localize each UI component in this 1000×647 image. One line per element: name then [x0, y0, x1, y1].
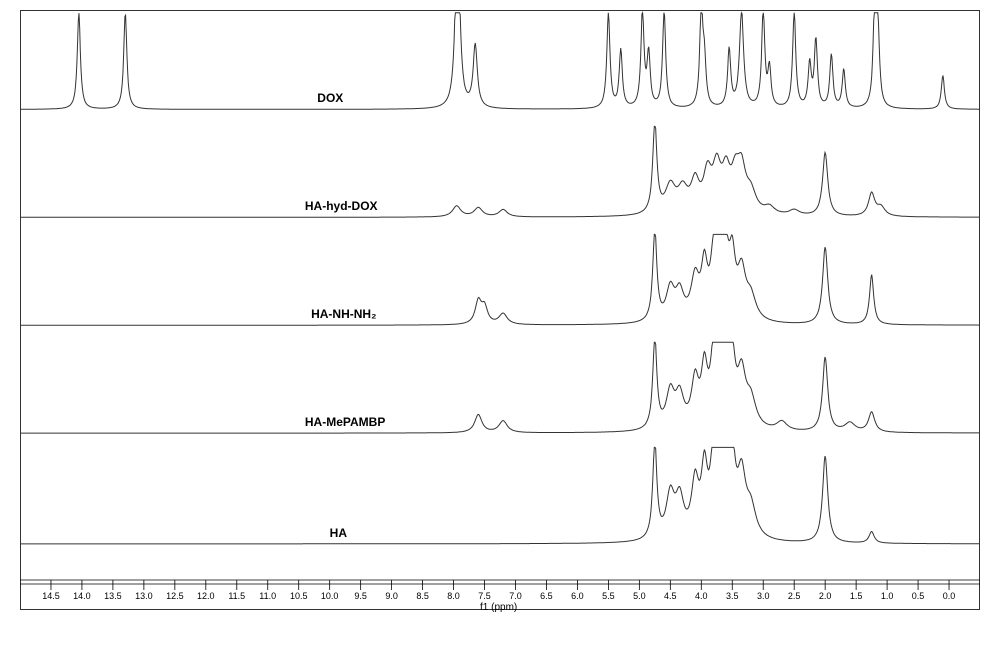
spectrum-trace-1: [20, 126, 980, 217]
x-axis-label: f1 (ppm): [480, 602, 517, 613]
x-tick-10: 9.5: [354, 591, 367, 601]
x-tick-25: 2.0: [819, 591, 832, 601]
spectrum-trace-0: [20, 13, 980, 110]
x-tick-21: 4.0: [695, 591, 708, 601]
x-tick-1: 14.0: [73, 591, 91, 601]
x-tick-9: 10.0: [321, 591, 339, 601]
spectrum-trace-3: [20, 342, 980, 433]
x-tick-15: 7.0: [509, 591, 522, 601]
x-tick-20: 4.5: [664, 591, 677, 601]
nmr-plot-area: DOX HA-hyd-DOX HA-NH-NH₂ HA-MePAMBP HA 14.5 14…: [20, 10, 980, 610]
x-tick-27: 1.0: [881, 591, 894, 601]
x-tick-3: 13.0: [135, 591, 153, 601]
spectrum-trace-4: [20, 447, 980, 544]
x-tick-5: 12.0: [197, 591, 215, 601]
spectrum-label-0: DOX: [317, 91, 343, 105]
spectrum-label-4: HA: [330, 526, 347, 540]
x-tick-7: 11.0: [259, 591, 276, 601]
spectrum-label-1: HA-hyd-DOX: [305, 199, 378, 213]
x-tick-12: 8.5: [416, 591, 429, 601]
spectrum-label-3: HA-MePAMBP: [305, 415, 385, 429]
x-tick-29: 0.0: [943, 591, 956, 601]
x-tick-18: 5.5: [602, 591, 615, 601]
x-tick-6: 11.5: [228, 591, 245, 601]
x-tick-14: 7.5: [478, 591, 491, 601]
x-tick-26: 1.5: [850, 591, 863, 601]
x-tick-4: 12.5: [166, 591, 184, 601]
x-tick-19: 5.0: [633, 591, 646, 601]
x-tick-23: 3.0: [757, 591, 770, 601]
x-tick-28: 0.5: [912, 591, 925, 601]
spectrum-label-2: HA-NH-NH₂: [311, 307, 376, 321]
x-tick-22: 3.5: [726, 591, 739, 601]
x-tick-0: 14.5: [42, 591, 60, 601]
x-tick-24: 2.5: [788, 591, 801, 601]
x-tick-13: 8.0: [447, 591, 460, 601]
x-tick-17: 6.0: [571, 591, 584, 601]
spectrum-trace-2: [20, 234, 980, 325]
x-tick-2: 13.5: [104, 591, 122, 601]
x-tick-11: 9.0: [385, 591, 398, 601]
x-tick-16: 6.5: [540, 591, 553, 601]
x-tick-8: 10.5: [290, 591, 308, 601]
